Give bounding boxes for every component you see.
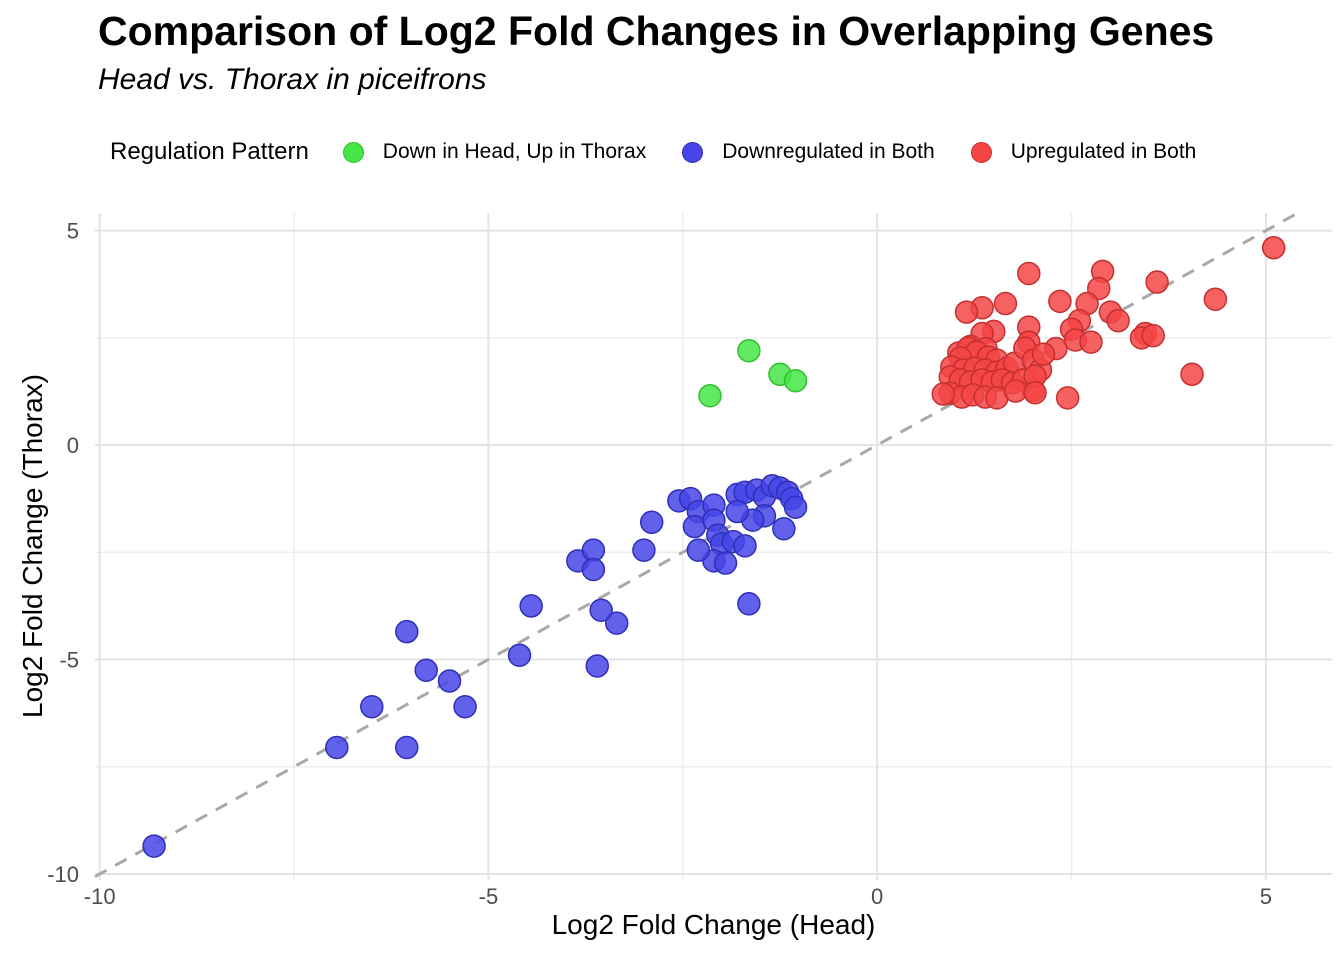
data-point xyxy=(395,735,419,760)
data-point xyxy=(713,551,738,575)
legend-items: Down in Head, Up in Thorax Downregulated … xyxy=(342,140,1197,164)
data-point xyxy=(507,643,532,667)
data-point xyxy=(1203,287,1228,311)
y-tick-label: 5 xyxy=(67,219,79,244)
data-point xyxy=(585,654,610,678)
data-point xyxy=(437,669,462,693)
x-tick-label: -5 xyxy=(479,884,499,909)
legend-item: Down in Head, Up in Thorax xyxy=(342,140,647,164)
data-point xyxy=(604,611,629,635)
legend-dot-icon xyxy=(342,141,364,163)
data-point xyxy=(1031,342,1056,366)
data-point xyxy=(581,557,606,582)
data-point xyxy=(589,598,613,622)
legend-item: Downregulated in Both xyxy=(682,140,935,164)
legend-item-label: Upregulated in Both xyxy=(1010,140,1197,163)
x-tick-label: 5 xyxy=(1260,884,1272,909)
data-point xyxy=(1003,379,1028,403)
data-point xyxy=(142,834,166,858)
data-point xyxy=(1048,289,1072,314)
chart-subtitle: Head vs. Thorax in piceifrons xyxy=(98,63,487,96)
data-point xyxy=(737,592,761,616)
x-tick-label: -10 xyxy=(84,884,116,909)
data-point xyxy=(1023,380,1047,405)
data-point xyxy=(772,516,796,541)
data-point xyxy=(954,300,979,324)
data-point xyxy=(993,291,1018,316)
data-point xyxy=(698,383,722,408)
data-point xyxy=(1180,362,1204,387)
data-point xyxy=(453,694,477,719)
y-tick-label: 0 xyxy=(67,433,79,458)
data-point xyxy=(325,735,349,760)
data-point xyxy=(783,495,808,520)
legend-dot-icon xyxy=(682,141,704,163)
data-point xyxy=(414,658,438,682)
data-point xyxy=(733,534,757,558)
x-tick-label: 0 xyxy=(871,884,883,909)
data-point xyxy=(931,382,956,406)
data-point xyxy=(1017,261,1041,286)
data-point xyxy=(682,514,707,539)
legend-item-label: Downregulated in Both xyxy=(722,140,935,163)
data-point xyxy=(1145,270,1169,294)
legend-item-label: Down in Head, Up in Thorax xyxy=(382,140,647,163)
chart-title: Comparison of Log2 Fold Changes in Overl… xyxy=(98,8,1215,54)
data-point xyxy=(725,499,749,524)
data-point xyxy=(1079,330,1103,354)
y-axis-title: Log2 Fold Change (Thorax) xyxy=(17,374,48,718)
data-point xyxy=(783,368,808,393)
legend: Regulation Pattern Down in Head, Up in T… xyxy=(110,134,1196,170)
y-tick-label: -5 xyxy=(59,648,79,673)
data-point xyxy=(639,510,664,535)
data-point xyxy=(686,538,711,562)
data-point xyxy=(519,594,543,618)
y-tick-label: -10 xyxy=(47,862,79,887)
legend-item: Upregulated in Both xyxy=(970,140,1197,164)
data-point xyxy=(395,619,419,644)
x-axis-title: Log2 Fold Change (Head) xyxy=(551,909,876,940)
data-point xyxy=(1261,235,1286,260)
data-point xyxy=(632,538,656,562)
legend-title: Regulation Pattern xyxy=(110,138,309,165)
data-point xyxy=(360,694,384,719)
data-point xyxy=(1106,308,1130,333)
data-point xyxy=(1141,323,1165,348)
data-point xyxy=(737,338,761,363)
legend-dot-icon xyxy=(970,141,992,163)
data-point xyxy=(1055,386,1080,410)
